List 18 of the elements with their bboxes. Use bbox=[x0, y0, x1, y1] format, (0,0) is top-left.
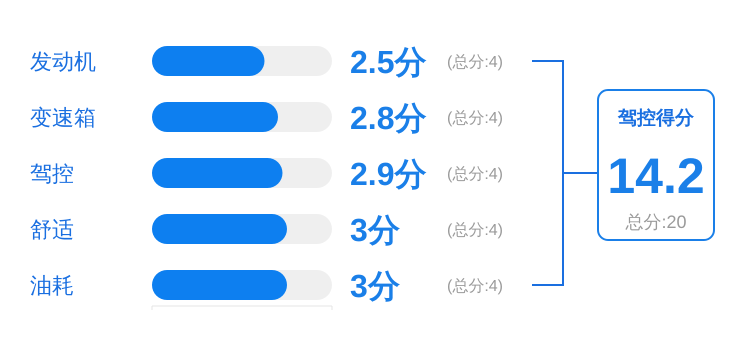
text: 驾控得分 bbox=[617, 108, 695, 129]
y-tick-label: 发动机 bbox=[30, 49, 96, 74]
text: (总分:4) bbox=[447, 53, 503, 71]
y-tick-label: 变速箱 bbox=[30, 105, 96, 130]
y-tick-label: 舒适 bbox=[30, 217, 74, 242]
text: 14.2 bbox=[607, 148, 705, 204]
text: (总分:4) bbox=[447, 109, 503, 127]
text: (总分:4) bbox=[447, 165, 503, 183]
data-label: 3分 bbox=[350, 212, 400, 248]
text: (总分:4) bbox=[447, 277, 503, 295]
text: (总分:4) bbox=[447, 221, 503, 239]
data-label: 2.5分 bbox=[350, 44, 426, 80]
data-label: 2.8分 bbox=[350, 100, 426, 136]
data-label: 3分 bbox=[350, 268, 400, 304]
y-tick-label: 油耗 bbox=[30, 273, 74, 298]
y-tick-label: 驾控 bbox=[30, 161, 74, 186]
data-label: 2.9分 bbox=[350, 156, 426, 192]
text: 总分:20 bbox=[624, 212, 687, 232]
